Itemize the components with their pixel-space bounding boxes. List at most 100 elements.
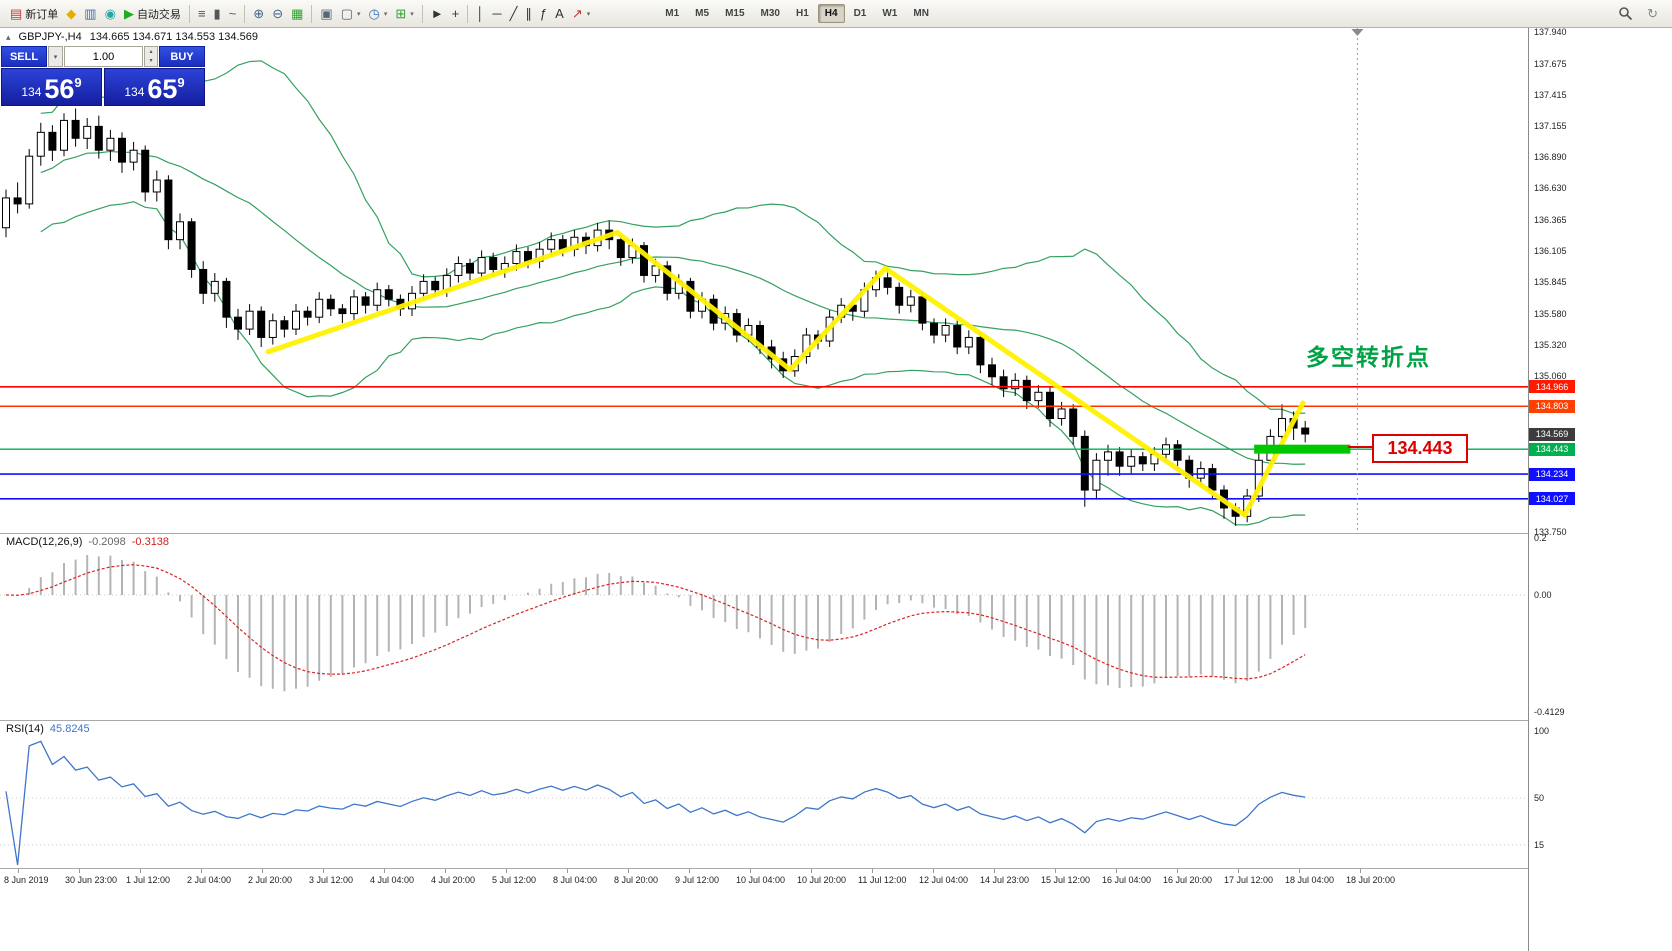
price-level-tag: 134.027 xyxy=(1529,492,1575,506)
market-watch-button[interactable]: ▥ xyxy=(80,5,100,23)
channel-button[interactable]: ∥ xyxy=(521,5,536,23)
buy-button[interactable]: BUY xyxy=(159,46,205,67)
autotrading-button[interactable]: ▶ 自动交易 xyxy=(120,4,185,24)
price-tick-label: 136.365 xyxy=(1534,214,1567,225)
price-tick-label: 136.890 xyxy=(1534,152,1567,163)
line-chart-button[interactable]: ~ xyxy=(225,5,241,23)
timeframe-d1-button[interactable]: D1 xyxy=(853,8,867,19)
vertical-line-button[interactable]: │ xyxy=(472,5,488,23)
sell-button[interactable]: SELL xyxy=(1,46,47,67)
volume-dropdown-button[interactable]: ▾ xyxy=(48,46,63,67)
time-tick xyxy=(689,869,690,873)
refresh-button[interactable]: ↻ xyxy=(1643,5,1662,23)
cursor-button[interactable]: ► xyxy=(427,5,448,23)
zoom-out-icon: ⊖ xyxy=(272,5,284,21)
chevron-down-icon: ▾ xyxy=(53,53,58,61)
rsi-axis-label: 15 xyxy=(1534,839,1545,850)
arrows-button[interactable]: ↗ ▾ xyxy=(568,5,594,23)
time-axis-label: 12 Jul 04:00 xyxy=(919,875,969,885)
new-order-button-label: 新订单 xyxy=(25,8,59,21)
bar-chart-icon: ≡ xyxy=(197,5,206,21)
spinner-down-icon: ▾ xyxy=(149,58,153,65)
timeframe-h4-button[interactable]: H4 xyxy=(817,4,845,23)
bar-chart-button[interactable]: ≡ xyxy=(194,5,210,23)
macd-rsi-splitter[interactable] xyxy=(0,720,1672,721)
time-axis-label: 15 Jul 12:00 xyxy=(1041,875,1091,885)
timeframe-h1-button[interactable]: H1 xyxy=(795,8,809,19)
main-macd-splitter[interactable] xyxy=(0,533,1672,534)
sell-price-display[interactable]: 134 56 9 xyxy=(1,68,102,106)
timeframe-m1-button[interactable]: M1 xyxy=(665,8,680,19)
time-tick xyxy=(506,869,507,873)
line-chart-icon: ~ xyxy=(228,5,237,21)
timeframe-m30-button[interactable]: M30 xyxy=(760,8,780,19)
indicators-icon: ⊞ xyxy=(395,5,407,21)
price-tick-label: 136.630 xyxy=(1534,183,1567,194)
volume-spinner[interactable]: ▴ ▾ xyxy=(144,46,158,67)
price-callout-connector xyxy=(1348,446,1374,448)
candlestick-chart-icon: ▮ xyxy=(213,5,221,21)
period-clock-button[interactable]: ◷ ▾ xyxy=(365,5,392,23)
tile-windows-button[interactable]: ▣ xyxy=(316,5,336,23)
volume-input[interactable] xyxy=(64,46,143,67)
time-axis-label: 5 Jul 12:00 xyxy=(492,875,537,885)
zoom-out-button[interactable]: ⊖ xyxy=(268,5,287,23)
search-button[interactable] xyxy=(1614,4,1637,23)
chevron-down-icon: ▾ xyxy=(410,10,414,18)
symbol-ohlc: 134.665 134.671 134.553 134.569 xyxy=(89,31,258,43)
crosshair-button[interactable]: + xyxy=(448,5,464,23)
price-tick-label: 137.415 xyxy=(1534,89,1567,100)
navigator-button[interactable]: ◉ xyxy=(101,5,120,23)
sell-price-integer: 134 xyxy=(21,85,42,99)
time-axis[interactable]: 8 Jun 2019 30 Jun 23:00 1 Jul 12:00 2 Jul 0… xyxy=(0,869,1672,951)
text-button[interactable]: A xyxy=(551,5,568,23)
refresh-icon: ↻ xyxy=(1647,5,1658,21)
time-axis-label: 3 Jul 12:00 xyxy=(309,875,354,885)
chart-window[interactable]: ▴ GBPJPY-,H4 134.665 134.671 134.553 134… xyxy=(0,27,1672,951)
chevron-down-icon: ▾ xyxy=(586,10,591,18)
time-axis-label: 11 Jul 12:00 xyxy=(858,875,907,885)
collapse-one-click-icon[interactable]: ▴ xyxy=(6,31,11,42)
price-tick-label: 135.580 xyxy=(1534,308,1567,319)
autotrading-button-label: 自动交易 xyxy=(136,8,181,21)
price-tick-label: 135.320 xyxy=(1534,339,1567,350)
grid-button[interactable]: ▦ xyxy=(287,5,307,23)
price-level-tag: 134.569 xyxy=(1529,427,1575,441)
timeframe-w1-button[interactable]: W1 xyxy=(882,8,898,19)
new-order-button[interactable]: ▤ 新订单 xyxy=(6,4,62,24)
rsi-timeaxis-splitter[interactable] xyxy=(0,868,1672,869)
chart-profile-button[interactable]: ◆ xyxy=(62,5,80,23)
one-click-trading-panel: SELL ▾ ▴ ▾ BUY 134 56 9 134 xyxy=(1,46,205,106)
buy-price-point: 9 xyxy=(177,75,185,90)
price-tick-label: 136.105 xyxy=(1534,245,1567,256)
toolbar-separator xyxy=(467,4,469,23)
market-watch-icon: ▥ xyxy=(84,5,97,21)
fibonacci-button[interactable]: ƒ xyxy=(536,5,551,23)
buy-price-display[interactable]: 134 65 9 xyxy=(104,68,205,106)
time-tick xyxy=(140,869,141,873)
symbol-info: ▴ GBPJPY-,H4 134.665 134.671 134.553 134… xyxy=(6,31,258,43)
timeframe-m15-button[interactable]: M15 xyxy=(725,8,745,19)
rsi-panel[interactable] xyxy=(0,720,1528,868)
toolbar-separator xyxy=(421,4,423,23)
buy-price-integer: 134 xyxy=(124,85,145,99)
trendline-button[interactable]: ╱ xyxy=(506,5,522,23)
text-icon: A xyxy=(555,5,564,21)
grid-icon: ▦ xyxy=(291,5,304,21)
price-tick-label: 137.940 xyxy=(1534,27,1567,38)
timeframe-mn-button[interactable]: MN xyxy=(913,8,929,19)
time-tick xyxy=(1116,869,1117,873)
timeframe-toolbar: M1 M5 M15 M30 H1 H4 D1 W1 MN xyxy=(658,4,936,23)
macd-panel[interactable] xyxy=(0,533,1528,720)
rsi-value: 45.8245 xyxy=(49,723,90,735)
indicators-button[interactable]: ⊞ ▾ xyxy=(391,5,417,23)
spinner-up-icon: ▴ xyxy=(149,48,153,55)
horizontal-line-button[interactable]: ─ xyxy=(488,5,505,23)
price-tick-label: 137.155 xyxy=(1534,120,1567,131)
zoom-in-button[interactable]: ⊕ xyxy=(249,5,268,23)
main-chart[interactable] xyxy=(0,28,1528,533)
timeframe-m5-button[interactable]: M5 xyxy=(695,8,710,19)
cascade-windows-button[interactable]: ▢ ▾ xyxy=(337,5,365,23)
candlestick-chart-button[interactable]: ▮ xyxy=(210,5,225,23)
price-axis[interactable]: 137.940 137.675 137.415 137.155 136.890 136.6… xyxy=(1528,27,1672,951)
